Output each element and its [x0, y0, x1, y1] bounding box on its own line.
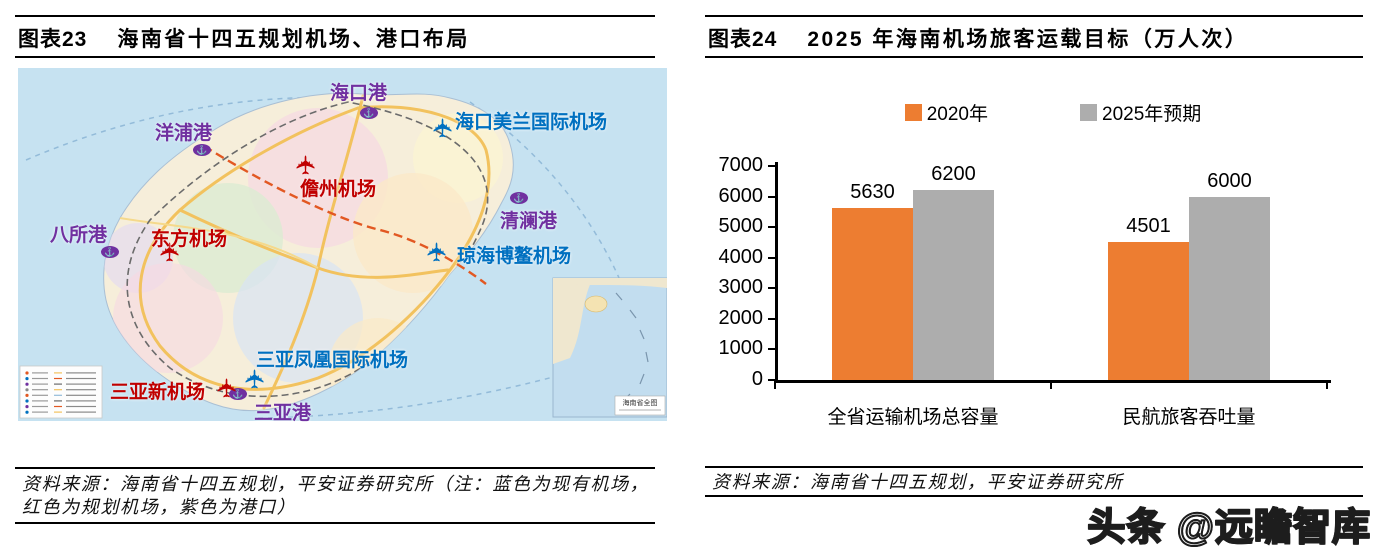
legend-label-2020: 2020年	[926, 104, 988, 125]
railway-line	[126, 101, 489, 398]
figure-number: 图表24	[708, 28, 778, 51]
right-figure-panel: 图表24 2025 年海南机场旅客运载目标（万人次） 2020年 2025年预期 …	[688, 0, 1376, 547]
y-axis-tick-mark	[768, 348, 775, 351]
anchor-icon: ⚓	[510, 192, 528, 204]
y-axis-tick-label: 1000	[718, 337, 764, 360]
y-axis-tick-mark	[768, 287, 775, 290]
figure-title-right: 图表24 2025 年海南机场旅客运载目标（万人次）	[708, 23, 1248, 53]
anchor-icon: ⚓	[229, 388, 247, 400]
chart-legend: 2020年 2025年预期	[775, 99, 1331, 126]
map-legend-box	[19, 365, 103, 419]
legend-label-2025: 2025年预期	[1102, 104, 1202, 125]
anchor-icon: ⚓	[101, 246, 119, 258]
legend-swatch-2025	[1080, 104, 1097, 121]
planned-rail-line	[203, 144, 487, 285]
category-label: 民航旅客吞吐量	[1122, 407, 1256, 428]
figure-title-text: 2025 年海南机场旅客运载目标（万人次）	[807, 28, 1249, 51]
source-note-left: 资料来源：海南省十四五规划，平安证券研究所（注：蓝色为现有机场，红色为规划机场，…	[22, 474, 650, 517]
figure-title-left: 图表23 海南省十四五规划机场、港口布局	[18, 23, 470, 53]
figure-rule-bottom	[705, 495, 1363, 497]
inset-map: 海南省全图	[552, 277, 667, 418]
y-axis-tick-label: 0	[751, 368, 763, 390]
secondary-road	[119, 217, 319, 269]
port-label: 八所港	[50, 225, 108, 246]
figure-number: 图表23	[18, 28, 88, 51]
y-axis-tick-label: 5000	[718, 215, 764, 238]
x-axis-tick-mark	[774, 382, 776, 389]
bar-value-label: 5630	[850, 180, 895, 203]
port-label: 清澜港	[500, 211, 558, 232]
map-markers-layer: ⚓ 海口港 ⚓ 洋浦港 ⚓ 八所港 ⚓ 清澜港 ⚓ 三亚港 ✈ 海口美兰国际机场 ✈ 琼海博鳌机场 ✈ 三亚凤…	[18, 68, 667, 424]
hainan-map: 海南省全图	[18, 68, 667, 424]
y-axis-tick-mark	[768, 165, 775, 167]
existing-airport-label: 琼海博鳌机场	[457, 246, 572, 267]
bar-value-label: 6200	[931, 163, 976, 186]
y-axis-tick-label: 3000	[718, 276, 764, 299]
y-axis	[775, 162, 778, 382]
x-axis-tick-mark	[1050, 382, 1052, 389]
figure-title-text: 海南省十四五规划机场、港口布局	[117, 28, 470, 51]
bar-2025年预期	[913, 190, 994, 380]
legend-swatch-2020	[904, 104, 922, 121]
watermark: 头条 @远瞻智库	[1086, 506, 1371, 547]
x-axis-tick-mark	[1326, 382, 1328, 389]
bar-2025年预期	[1189, 196, 1270, 380]
legend-item-2020: 2020年	[904, 99, 988, 126]
figure-rule-below-title	[705, 56, 1363, 58]
bar-value-label: 6000	[1207, 169, 1252, 192]
existing-airport-label: 三亚凤凰国际机场	[256, 350, 409, 371]
y-axis-tick-mark	[768, 195, 775, 198]
port-label: 三亚港	[254, 403, 312, 424]
existing-airport-label: 海口美兰国际机场	[455, 112, 608, 133]
y-axis-tick-mark	[768, 379, 775, 381]
y-axis-tick-label: 2000	[718, 306, 764, 329]
figure-rule-top	[15, 15, 655, 17]
bar-2020年	[832, 207, 913, 380]
airplane-icon: ✈	[212, 377, 242, 399]
figure-rule-below-title	[15, 56, 655, 58]
x-axis	[774, 380, 1331, 383]
airplane-icon: ✈	[422, 241, 452, 263]
anchor-icon: ⚓	[360, 107, 378, 119]
y-axis-tick-mark	[768, 256, 775, 259]
port-label: 海口港	[330, 83, 388, 104]
figure-rule-bottom	[15, 522, 655, 524]
map-graphic: 海南省全图	[18, 68, 667, 421]
y-axis-tick-label: 7000	[718, 154, 764, 176]
category-label: 全省运输机场总容量	[827, 407, 999, 428]
source-note-right: 资料来源：海南省十四五规划，平安证券研究所	[712, 472, 1124, 492]
planned-airport-label: 东方机场	[151, 229, 228, 250]
legend-item-2025: 2025年预期	[1080, 99, 1201, 126]
figure-rule-top	[705, 15, 1363, 17]
planned-airport-label: 儋州机场	[300, 179, 377, 200]
y-axis-tick-label: 4000	[718, 245, 764, 268]
anchor-icon: ⚓	[193, 144, 211, 156]
figure-rule-above-source	[705, 466, 1363, 468]
bar-value-label: 4501	[1126, 215, 1171, 238]
y-axis-tick-mark	[768, 317, 775, 320]
bar-2020年	[1108, 242, 1189, 380]
y-axis-tick-mark	[768, 226, 775, 229]
inset-map-label: 海南省全图	[623, 398, 658, 407]
planned-airport-label: 三亚新机场	[110, 382, 206, 403]
y-axis-tick-label: 6000	[718, 184, 764, 207]
port-label: 洋浦港	[155, 123, 213, 144]
figure-rule-above-source	[15, 467, 655, 469]
airplane-icon: ✈	[428, 117, 458, 139]
